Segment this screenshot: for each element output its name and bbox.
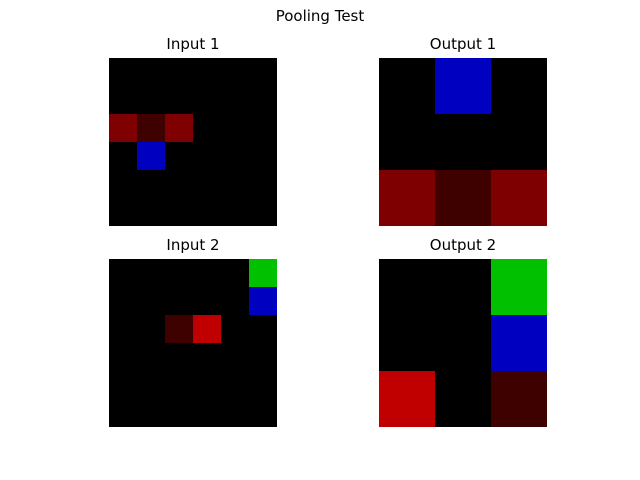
panel-title-output-1: Output 1 xyxy=(429,35,497,53)
panel-title-input-1: Input 1 xyxy=(166,35,220,53)
heatmap-output-1 xyxy=(379,58,547,226)
heatmap-cell xyxy=(435,58,491,114)
heatmap-cell xyxy=(137,114,165,142)
heatmap-cell xyxy=(137,142,165,170)
heatmap-cell xyxy=(165,114,193,142)
panel-title-input-2: Input 2 xyxy=(166,236,220,254)
heatmap-cell xyxy=(491,170,547,226)
heatmap-input-1 xyxy=(109,58,277,226)
heatmap-cell xyxy=(249,287,277,315)
heatmap-cell xyxy=(491,259,547,315)
panel-title-output-2: Output 2 xyxy=(429,236,497,254)
heatmap-cell xyxy=(193,315,221,343)
heatmap-cell xyxy=(109,114,137,142)
heatmap-cell xyxy=(379,170,435,226)
heatmap-input-2 xyxy=(109,259,277,427)
heatmap-cell xyxy=(249,259,277,287)
heatmap-output-2 xyxy=(379,259,547,427)
heatmap-cell xyxy=(491,371,547,427)
figure-title: Pooling Test xyxy=(275,7,365,25)
heatmap-cell xyxy=(379,371,435,427)
heatmap-cell xyxy=(435,170,491,226)
heatmap-cell xyxy=(491,315,547,371)
heatmap-cell xyxy=(165,315,193,343)
